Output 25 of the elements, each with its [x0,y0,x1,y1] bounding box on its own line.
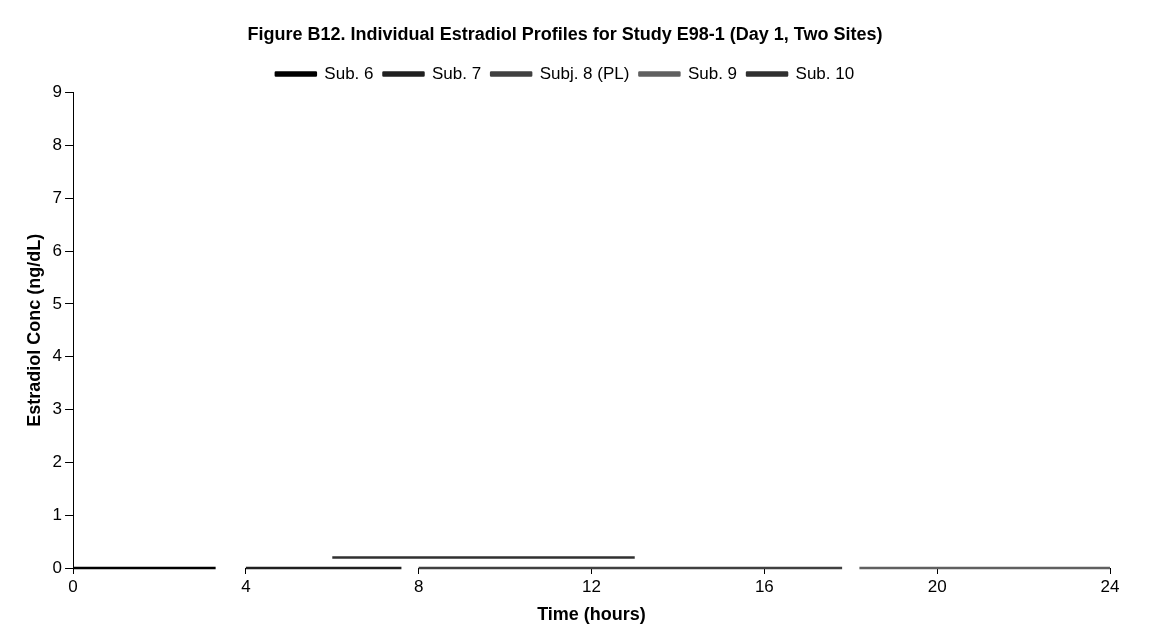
y-tick-label: 3 [52,399,63,419]
y-tick-label: 4 [52,346,63,366]
x-tick-label: 20 [927,576,947,596]
legend-label: Sub. 7 [431,63,482,83]
legend-label: Subj. 8 (PL) [539,63,630,83]
y-tick-label: 2 [52,452,63,472]
x-tick-label: 16 [754,576,774,596]
y-tick-label: 5 [52,293,63,313]
x-tick-label: 0 [68,576,78,596]
legend-label: Sub. 10 [795,63,855,83]
y-tick-label: 8 [52,135,63,155]
x-axis-title: Time (hours) [537,604,646,625]
y-tick-label: 1 [52,504,63,524]
x-tick-label: 24 [1100,576,1120,596]
y-tick-label: 9 [52,82,63,102]
x-tick-label: 4 [241,576,251,596]
legend-label: Sub. 9 [687,63,738,83]
chart-title: Figure B12. Individual Estradiol Profiles for Study E98-1 (Day 1, Two Sites) [247,23,883,44]
y-tick-label: 7 [52,187,63,207]
legend-label: Sub. 6 [324,63,374,83]
x-tick-label: 8 [413,576,424,596]
y-tick-label: 0 [52,557,63,577]
x-tick-label: 12 [582,576,601,596]
y-axis-title: Estradiol Conc (ng/dL) [23,233,44,427]
y-tick-label: 6 [52,240,63,260]
